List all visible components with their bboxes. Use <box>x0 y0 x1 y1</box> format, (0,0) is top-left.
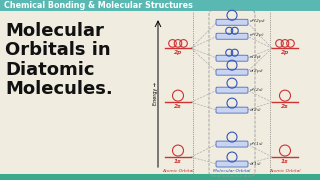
FancyBboxPatch shape <box>216 161 248 167</box>
Text: Molecular
Orbitals in
Diatomic
Molecules.: Molecular Orbitals in Diatomic Molecules… <box>5 22 113 98</box>
Text: $\sigma$*(1s): $\sigma$*(1s) <box>249 140 264 147</box>
Text: 2p: 2p <box>281 50 289 55</box>
Text: Atomic Orbital: Atomic Orbital <box>269 169 301 173</box>
Text: $\sigma$(2s): $\sigma$(2s) <box>249 106 262 113</box>
Text: 2s: 2s <box>174 104 182 109</box>
Text: $\sigma$(2p$_z$): $\sigma$(2p$_z$) <box>249 67 264 75</box>
FancyBboxPatch shape <box>216 33 248 39</box>
Text: $\sigma$*(2s): $\sigma$*(2s) <box>249 86 264 93</box>
FancyBboxPatch shape <box>216 141 248 147</box>
FancyBboxPatch shape <box>216 55 248 61</box>
FancyBboxPatch shape <box>216 69 248 75</box>
FancyBboxPatch shape <box>216 19 248 25</box>
Text: Atomic Orbital: Atomic Orbital <box>162 169 194 173</box>
Text: 1s: 1s <box>281 159 289 164</box>
Text: Molecular Orbital: Molecular Orbital <box>213 169 251 173</box>
Text: $\sigma$*(2p$_z$): $\sigma$*(2p$_z$) <box>249 17 266 25</box>
FancyBboxPatch shape <box>216 107 248 113</box>
Text: 2p: 2p <box>174 50 182 55</box>
Text: $\pi$(2p): $\pi$(2p) <box>249 53 262 61</box>
FancyBboxPatch shape <box>0 174 320 180</box>
FancyBboxPatch shape <box>0 0 320 11</box>
Text: 2s: 2s <box>281 104 289 109</box>
Text: $\sigma$(1s): $\sigma$(1s) <box>249 159 262 166</box>
Text: Energy →: Energy → <box>153 82 157 105</box>
Text: $\pi$*(2p): $\pi$*(2p) <box>249 31 264 39</box>
Text: 1s: 1s <box>174 159 182 164</box>
FancyBboxPatch shape <box>216 87 248 93</box>
Text: Chemical Bonding & Molecular Structures: Chemical Bonding & Molecular Structures <box>4 1 193 10</box>
